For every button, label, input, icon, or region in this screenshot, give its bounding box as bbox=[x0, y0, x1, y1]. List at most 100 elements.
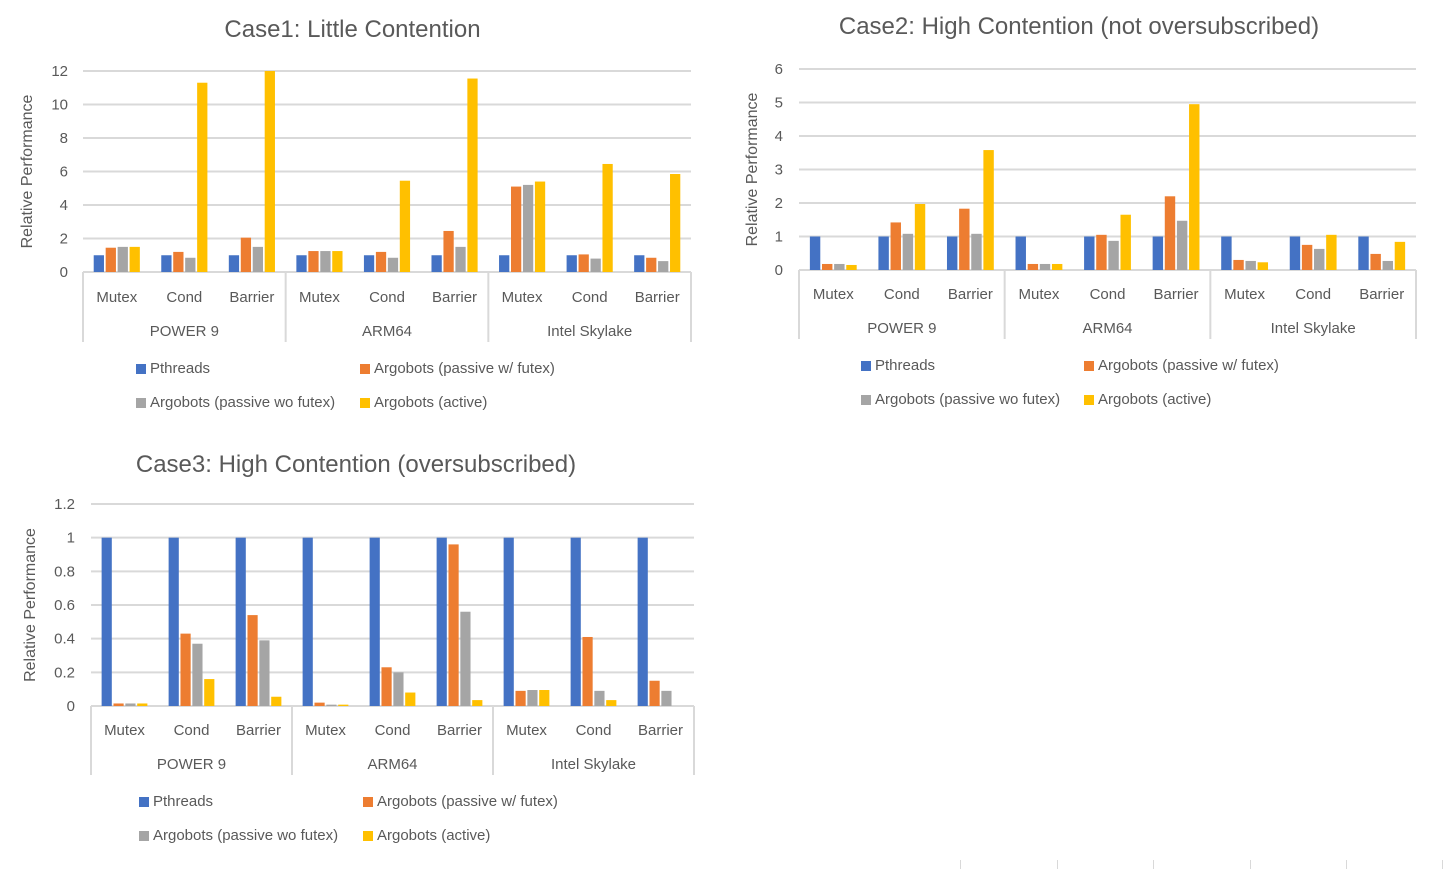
chart-plot: 0 2 4 6 8 10 12 Relative Performance Mutex Cond Ba… bbox=[19, 63, 692, 342]
bar-argobots-passive-w-futex bbox=[314, 702, 325, 706]
y-tick-label: 10 bbox=[51, 97, 68, 114]
y-tick-label: 6 bbox=[775, 61, 783, 78]
bar-pthreads bbox=[168, 537, 179, 706]
legend-item-pthreads: Pthreads bbox=[139, 793, 213, 810]
legend-swatch bbox=[360, 363, 370, 374]
bar-argobots-active bbox=[1051, 263, 1063, 270]
x-category-label: Barrier bbox=[948, 286, 993, 303]
bar-argobots-passive-w-futex bbox=[578, 254, 589, 272]
bar-argobots-active bbox=[1326, 234, 1337, 270]
y-tick-label: 2 bbox=[60, 231, 68, 248]
bar-pthreads bbox=[296, 255, 307, 272]
x-category-label: Mutex bbox=[813, 286, 854, 303]
bar-argobots-active bbox=[670, 174, 681, 272]
legend-label: Argobots (active) bbox=[1098, 391, 1212, 408]
x-category-label: Cond bbox=[1090, 286, 1126, 303]
legend-label: Argobots (passive w/ futex) bbox=[377, 793, 558, 810]
bar-argobots-active bbox=[332, 251, 343, 272]
bar-argobots-active bbox=[846, 264, 857, 270]
legend-swatch bbox=[136, 397, 146, 408]
x-group-label: POWER 9 bbox=[867, 320, 936, 337]
bar-pthreads bbox=[436, 537, 447, 706]
bar-argobots-passive-wo-futex bbox=[125, 703, 136, 706]
x-group-label: ARM64 bbox=[362, 323, 412, 340]
x-category-label: Barrier bbox=[229, 289, 274, 306]
x-category-label: Barrier bbox=[236, 722, 281, 739]
x-category-label: Barrier bbox=[432, 289, 477, 306]
bar-argobots-passive-w-futex bbox=[510, 186, 522, 272]
chart-case1: Case1: Little Contention 0 2 4 6 8 10 12 Relati… bbox=[0, 0, 720, 430]
x-category-label: Mutex bbox=[506, 722, 547, 739]
legend-swatch bbox=[360, 397, 370, 408]
legend-label: Argobots (active) bbox=[374, 394, 488, 411]
x-category-label: Mutex bbox=[1224, 286, 1265, 303]
chart-case2: Case2: High Contention (not oversubscrib… bbox=[720, 0, 1443, 430]
bar-argobots-active bbox=[197, 82, 208, 272]
bar-argobots-passive-wo-futex bbox=[834, 263, 845, 270]
bar-pthreads bbox=[1084, 236, 1095, 270]
bar-argobots-passive-w-futex bbox=[105, 247, 116, 272]
x-category-label: Cond bbox=[174, 722, 210, 739]
bar-pthreads bbox=[1289, 236, 1301, 270]
y-tick-label: 2 bbox=[775, 195, 783, 212]
bar-argobots-passive-wo-futex bbox=[1108, 240, 1119, 270]
y-tick-label: 1 bbox=[775, 229, 783, 246]
legend-item-argobots-passive-wo-futex: Argobots (passive wo futex) bbox=[139, 827, 338, 844]
bar-argobots-passive-w-futex bbox=[381, 667, 392, 706]
x-category-label: Barrier bbox=[1359, 286, 1404, 303]
legend-label: Argobots (active) bbox=[377, 827, 491, 844]
bar-argobots-passive-wo-futex bbox=[393, 672, 404, 706]
bar-argobots-passive-w-futex bbox=[173, 251, 184, 272]
y-tick-label: 3 bbox=[775, 162, 783, 179]
bar-pthreads bbox=[503, 537, 514, 706]
legend-item-pthreads: Pthreads bbox=[136, 360, 210, 377]
y-axis-title: Relative Performance bbox=[22, 528, 39, 682]
bar-argobots-passive-w-futex bbox=[443, 230, 454, 272]
bar-argobots-passive-wo-futex bbox=[185, 257, 196, 272]
bar-pthreads bbox=[499, 255, 510, 272]
x-category-label: Mutex bbox=[96, 289, 137, 306]
chart-title: Case3: High Contention (oversubscribed) bbox=[135, 451, 577, 478]
chart-case3: Case3: High Contention (oversubscribed) … bbox=[0, 435, 720, 869]
bar-argobots-active bbox=[602, 163, 613, 272]
y-tick-label: 1 bbox=[67, 530, 75, 547]
y-tick-label: 4 bbox=[775, 128, 783, 145]
bar-pthreads bbox=[946, 236, 958, 270]
x-category-label: Barrier bbox=[638, 722, 683, 739]
bar-argobots-passive-w-futex bbox=[959, 208, 970, 270]
bar-argobots-passive-wo-futex bbox=[527, 690, 538, 706]
legend-label: Argobots (passive w/ futex) bbox=[374, 360, 555, 377]
bar-pthreads bbox=[363, 255, 375, 272]
bar-argobots-passive-w-futex bbox=[1164, 196, 1176, 270]
legend-swatch bbox=[1084, 360, 1094, 371]
bar-argobots-active bbox=[204, 679, 215, 706]
x-category-label: Cond bbox=[166, 289, 202, 306]
bar-pthreads bbox=[93, 255, 104, 272]
bar-argobots-passive-w-futex bbox=[113, 703, 124, 706]
bar-argobots-passive-wo-futex bbox=[117, 246, 128, 272]
legend-item-pthreads: Pthreads bbox=[861, 357, 935, 374]
x-category-label: Cond bbox=[576, 722, 612, 739]
bar-argobots-passive-wo-futex bbox=[1314, 248, 1325, 270]
bar-pthreads bbox=[570, 537, 581, 706]
y-tick-label: 0.4 bbox=[54, 631, 75, 648]
bar-pthreads bbox=[809, 236, 821, 270]
y-tick-label: 0 bbox=[67, 698, 75, 715]
y-tick-label: 0.6 bbox=[54, 597, 75, 614]
legend-item-argobots-passive-futex: Argobots (passive w/ futex) bbox=[360, 360, 555, 377]
y-tick-label: 8 bbox=[60, 130, 68, 147]
legend-label: Pthreads bbox=[150, 360, 211, 377]
legend-item-argobots-active: Argobots (active) bbox=[360, 394, 487, 411]
bar-argobots-passive-wo-futex bbox=[658, 261, 669, 272]
bar-argobots-passive-wo-futex bbox=[522, 184, 534, 272]
bar-argobots-passive-wo-futex bbox=[326, 704, 337, 706]
legend-label: Pthreads bbox=[153, 793, 214, 810]
x-group-label: Intel Skylake bbox=[547, 323, 632, 340]
legend-label: Argobots (passive wo futex) bbox=[150, 394, 336, 411]
bar-argobots-passive-wo-futex bbox=[387, 257, 399, 272]
legend-item-argobots-passive-wo-futex: Argobots (passive wo futex) bbox=[136, 394, 335, 411]
x-group-label: Intel Skylake bbox=[1271, 320, 1356, 337]
bar-pthreads bbox=[1152, 236, 1164, 270]
bar-argobots-passive-wo-futex bbox=[594, 690, 605, 706]
x-category-label: Barrier bbox=[437, 722, 482, 739]
